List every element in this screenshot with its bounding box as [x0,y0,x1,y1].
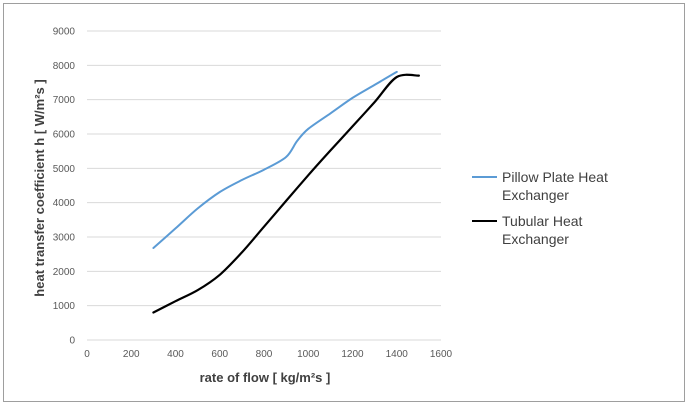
legend-label-1: Pillow Plate Heat Exchanger [502,169,608,203]
y-tick-label: 8000 [53,61,76,72]
x-tick-label: 600 [211,349,228,360]
gridlines [87,30,441,307]
x-tick-label: 1200 [341,349,364,360]
x-tick-label: 400 [167,349,184,360]
y-tick-label: 2000 [53,267,76,278]
x-tick-label: 1400 [386,349,409,360]
y-tick-label: 3000 [53,233,76,244]
y-tick-label: 6000 [53,130,76,141]
series-line-1 [152,70,398,249]
x-tick-label: 1600 [430,349,453,360]
series-line-2 [152,73,420,314]
x-tick-label: 1000 [297,349,320,360]
y-tick-label: 7000 [53,95,76,106]
legend: Pillow Plate Heat Exchanger Tubular Heat Ex… [472,169,608,247]
series-lines [152,70,420,314]
y-tick-labels: 0 1000 2000 3000 4000 5000 6000 7000 8000 9000 [53,27,76,347]
x-tick-label: 200 [123,349,140,360]
y-tick-label: 1000 [53,301,76,312]
y-tick-label: 9000 [53,27,76,38]
y-tick-label: 0 [69,336,75,347]
legend-label-2: Tubular Heat Exchanger [502,213,583,247]
x-tick-labels: 0 200 400 600 800 1000 1200 1400 1600 [84,349,452,360]
x-tick-label: 800 [256,349,273,360]
y-axis-title: heat transfer coefficient h [ W/m²s ] [32,79,47,296]
x-tick-label: 0 [84,349,90,360]
y-tick-label: 5000 [53,164,76,175]
x-axis-title: rate of flow [ kg/m²s ] [200,370,331,385]
y-tick-label: 4000 [53,198,76,209]
